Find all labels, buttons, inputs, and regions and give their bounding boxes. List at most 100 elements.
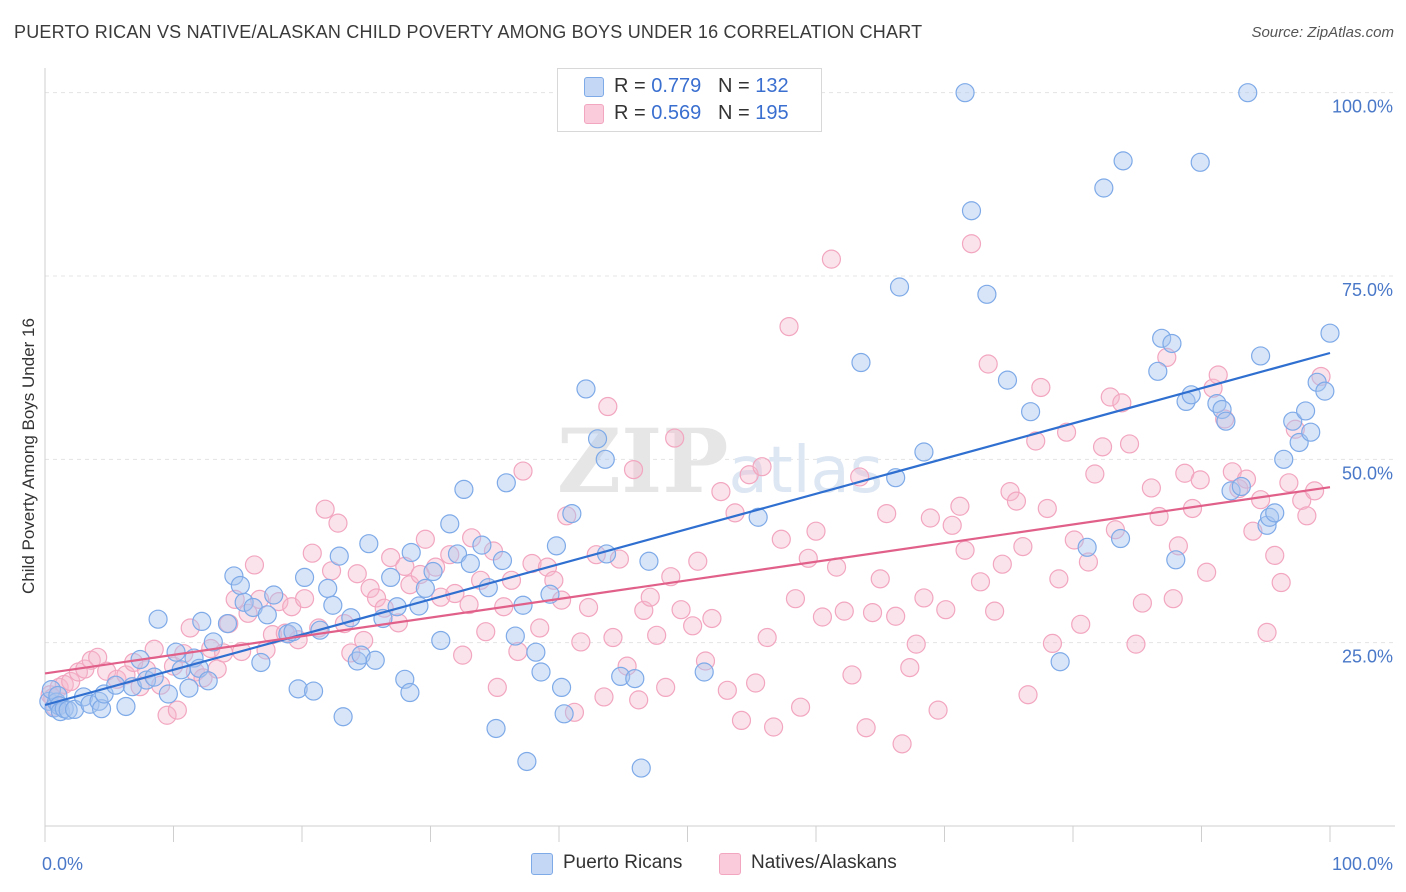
puerto-rican-point [351, 645, 371, 665]
native-point [757, 627, 777, 648]
native-point [806, 521, 826, 541]
puerto-rican-point [1320, 323, 1340, 343]
native-point [453, 645, 473, 665]
puerto-rican-point [203, 632, 223, 652]
native-point [1168, 536, 1188, 556]
native-point [244, 555, 265, 575]
puerto-rican-point [1295, 401, 1316, 421]
puerto-rican-point [303, 681, 324, 701]
native-point [1126, 634, 1146, 654]
puerto-rican-point [492, 550, 513, 571]
puerto-rican-point [748, 507, 768, 527]
native-point [834, 601, 854, 621]
native-point [501, 570, 522, 590]
native-point [157, 705, 177, 725]
puerto-rican-point [148, 609, 168, 629]
trend-lines [44, 351, 1331, 707]
puerto-rican-point [447, 544, 468, 564]
legend-swatch-natives [584, 104, 604, 124]
native-point [1163, 589, 1183, 609]
puerto-rican-point [440, 514, 460, 534]
native-point [771, 529, 791, 549]
puerto-rican-point [294, 567, 315, 588]
puerto-rican-point [158, 684, 178, 704]
puerto-rican-point [257, 605, 277, 625]
native-point [970, 572, 991, 592]
native-point [856, 718, 876, 738]
native-point [1279, 473, 1299, 493]
puerto-rican-point [359, 534, 379, 554]
puerto-rican-point [546, 536, 567, 556]
native-point [665, 428, 685, 448]
native-point [842, 665, 862, 685]
puerto-rican-point [472, 535, 492, 555]
native-point [785, 589, 806, 609]
native-point [1049, 569, 1069, 589]
trend-line-puerto-ricans [44, 351, 1331, 707]
legend-text: R = 0.779 N = 132 [614, 75, 789, 98]
legend-swatch-puerto-ricans [584, 77, 604, 97]
native-point [366, 588, 387, 608]
native-point [603, 627, 623, 648]
puerto-rican-point [224, 566, 244, 586]
puerto-rican-point [486, 718, 506, 739]
puerto-rican-point [1148, 361, 1168, 381]
native-point [513, 461, 533, 481]
y-tick-label: 25.0% [1342, 647, 1393, 667]
native-point [571, 632, 591, 652]
puerto-rican-point [1265, 503, 1285, 523]
n-label: N = [717, 102, 756, 124]
puerto-rican-point [914, 442, 934, 462]
puerto-rican-point [639, 551, 659, 571]
puerto-rican-point [251, 652, 271, 673]
puerto-rican-point [333, 707, 353, 727]
native-point [530, 618, 550, 638]
puerto-rican-point [431, 630, 451, 651]
puerto-rican-point [1166, 550, 1186, 570]
native-point [238, 603, 258, 623]
x-tick-label: 100.0% [1332, 854, 1393, 874]
puerto-rican-point [531, 662, 551, 682]
native-point [812, 607, 833, 627]
native-point [992, 554, 1012, 574]
native-point [790, 697, 811, 717]
native-point [955, 540, 975, 560]
puerto-rican-point [1077, 537, 1097, 557]
native-point [985, 601, 1005, 621]
puerto-rican-point [551, 677, 572, 698]
puerto-rican-point [179, 678, 199, 698]
native-point [702, 608, 722, 629]
puerto-rican-point [409, 596, 429, 616]
native-point [647, 625, 667, 645]
correlation-legend: R = 0.779 N = 132 R = 0.569 N = 195 [557, 68, 822, 132]
puerto-rican-point [1050, 652, 1070, 672]
puerto-rican-point [58, 700, 78, 720]
native-point [1251, 490, 1271, 510]
native-point [914, 588, 934, 608]
native-point [1257, 622, 1277, 643]
native-point [578, 597, 599, 618]
native-point [978, 354, 998, 374]
native-point [1265, 545, 1285, 566]
puerto-rican-point [381, 567, 401, 588]
puerto-rican-point [961, 201, 982, 221]
puerto-rican-point [401, 542, 421, 563]
puerto-rican-point [576, 379, 596, 399]
native-point [862, 602, 883, 623]
bottom-legend-label: Puerto Ricans [563, 852, 683, 873]
native-point [942, 515, 962, 535]
puerto-rican-point [505, 626, 525, 646]
native-point [683, 616, 703, 636]
puerto-rican-point [1283, 411, 1303, 431]
puerto-rican-point [264, 585, 284, 605]
native-point [928, 700, 948, 720]
n-value: 132 [755, 75, 789, 97]
r-label: R = [614, 102, 652, 124]
native-point [1100, 387, 1120, 407]
native-point [400, 575, 420, 595]
puerto-rican-point [1274, 449, 1294, 469]
puerto-rican-point [1231, 476, 1251, 497]
native-point [870, 569, 890, 589]
native-point [302, 543, 322, 563]
